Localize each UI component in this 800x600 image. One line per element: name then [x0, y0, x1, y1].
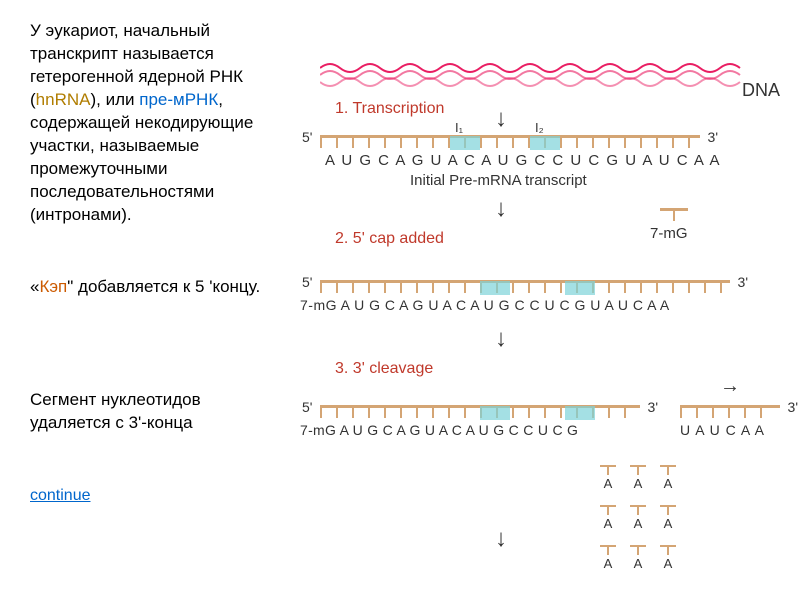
step-3-label: 3. 3' cleavage: [335, 360, 433, 378]
a-tail-2: A A A: [600, 505, 676, 531]
hnrna-term: hnRNA: [36, 90, 91, 109]
arrow-right-icon: →: [720, 375, 740, 398]
arrow-down-2-icon: ↓: [495, 195, 507, 223]
arrow-down-1-icon: ↓: [495, 105, 507, 133]
intron-3-2: [565, 406, 595, 420]
initial-caption: Initial Pre-mRNA transcript: [410, 172, 587, 189]
strand-row-3-right: 3': [680, 405, 780, 408]
sequence-3-left: 7-mG A U G C A G U A C A U G C C U C G: [300, 422, 578, 438]
intron-1-label: I₁: [455, 120, 463, 135]
a-tail-3: A A A: [600, 545, 676, 571]
step-2-label: 2. 5' cap added: [335, 230, 444, 248]
paragraph-1: У эукариот, начальный транскрипт называе…: [30, 20, 280, 226]
intron-2-2: [565, 281, 595, 295]
sequence-2: 7-mG A U G C A G U A C A U G C C U C G U…: [300, 297, 670, 313]
arrow-down-4-icon: ↓: [495, 525, 507, 553]
sequence-1: A U G C A G U A C A U G C C U C G U A U …: [325, 152, 721, 169]
end5-1: 5': [302, 129, 312, 145]
end3-2: 3': [738, 274, 748, 290]
premrna-term: пре-мРНК: [139, 90, 218, 109]
end3-1: 3': [708, 129, 718, 145]
strand-row-2: 5' 3': [320, 280, 730, 283]
intron-2-1: [480, 281, 510, 295]
end5-3: 5': [302, 399, 312, 415]
mg-label-1: 7-mG: [650, 225, 688, 242]
paragraph-3: Сегмент нуклеотидов удаляется с 3'-конца: [30, 389, 280, 435]
mg-fragment: [660, 208, 688, 211]
dna-helix-icon: [320, 60, 750, 90]
sequence-3-right: U A U C A A: [680, 422, 765, 438]
end3-3r: 3': [788, 399, 798, 415]
intron-1-1: [450, 136, 480, 150]
intron-1-2: [530, 136, 560, 150]
end3-3: 3': [648, 399, 658, 415]
strand-row-3-left: 5' 3': [320, 405, 640, 408]
a-tail-1: A A A: [600, 465, 676, 491]
intron-2-label: I₂: [535, 120, 544, 135]
paragraph-2: «Кэп" добавляется к 5 'концу.: [30, 276, 280, 299]
p2-text-b: " добавляется к 5 'концу.: [67, 277, 260, 296]
kep-term: Кэп: [39, 277, 67, 296]
arrow-down-3-icon: ↓: [495, 325, 507, 353]
step-1-label: 1. Transcription: [335, 100, 444, 118]
intron-3-1: [480, 406, 510, 420]
end5-2: 5': [302, 274, 312, 290]
diagram-area: DNA 1. Transcription I₁ I₂ ↓ 5' 3' A U G…: [290, 30, 790, 570]
continue-link[interactable]: continue: [30, 485, 280, 507]
p1-text-c: , содержащей некодирующие участки, назыв…: [30, 90, 253, 224]
strand-row-1: 5' 3': [320, 135, 700, 138]
p1-text-b: ), или: [90, 90, 139, 109]
